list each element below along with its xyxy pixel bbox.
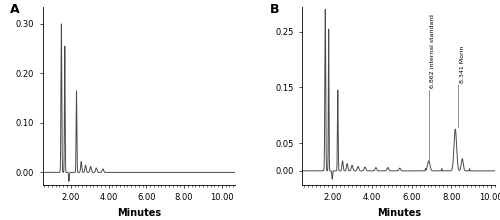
X-axis label: Minutes: Minutes <box>376 208 421 218</box>
Text: 6.862 internal standard: 6.862 internal standard <box>430 15 436 88</box>
X-axis label: Minutes: Minutes <box>116 208 161 218</box>
Text: A: A <box>10 3 20 16</box>
Text: 8.341 Morin: 8.341 Morin <box>460 46 464 83</box>
Text: B: B <box>270 3 279 16</box>
